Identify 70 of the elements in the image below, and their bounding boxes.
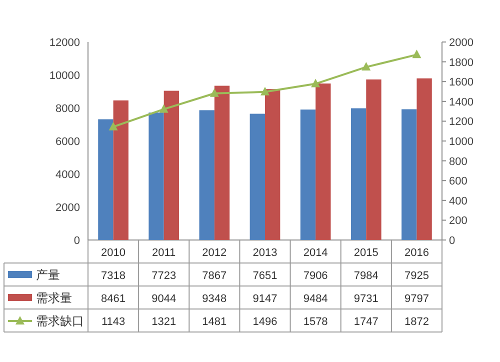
data-label: 7867 [202, 270, 227, 282]
data-label: 7925 [404, 270, 429, 282]
bar [113, 100, 128, 240]
y-tick-label: 0 [74, 235, 80, 247]
bar [300, 110, 316, 240]
data-label: 9484 [303, 293, 328, 305]
data-label: 9731 [354, 293, 378, 305]
bar [250, 114, 265, 240]
y2-tick-label: 0 [449, 235, 456, 247]
bar [416, 78, 432, 240]
y2-tick-label: 600 [449, 176, 468, 188]
data-label: 7318 [101, 270, 126, 282]
data-label: 7906 [303, 270, 328, 282]
y2-tick-label: 200 [449, 215, 468, 228]
y-tick-label: 8000 [56, 103, 80, 115]
bar [214, 86, 230, 240]
data-label: 7723 [152, 270, 176, 282]
data-label: 8461 [101, 293, 126, 305]
point [412, 50, 422, 58]
bar [265, 89, 280, 240]
y-tick-label: 12000 [49, 37, 80, 49]
data-label: 9044 [152, 293, 176, 305]
bar [350, 108, 366, 240]
legend-label: 需求量 [36, 291, 72, 305]
data-label: 1747 [354, 316, 378, 328]
y2-tick-label: 1000 [449, 136, 474, 148]
data-label: 1578 [303, 316, 328, 328]
point [159, 104, 168, 113]
data-label: 1481 [202, 316, 227, 328]
y2-tick-label: 2000 [449, 37, 474, 49]
x-tick-label: 2014 [303, 247, 328, 259]
bar [98, 119, 114, 240]
y-tick-label: 6000 [56, 136, 80, 148]
data-label: 1321 [152, 316, 176, 328]
legend-label: 需求缺口 [36, 314, 84, 328]
bar [164, 90, 180, 240]
data-label: 9348 [202, 293, 227, 305]
y2-tick-label: 800 [449, 156, 468, 168]
x-tick-label: 2010 [101, 247, 126, 259]
y-tick-label: 10000 [49, 70, 80, 82]
bar [316, 84, 331, 240]
y2-tick-label: 1800 [449, 56, 474, 69]
bar [148, 112, 164, 240]
y2-tick-label: 1200 [449, 116, 474, 128]
y2-tick-label: 1400 [449, 96, 474, 108]
data-label: 1872 [404, 316, 429, 328]
x-tick-label: 2012 [202, 247, 227, 259]
y2-tick-label: 1600 [449, 76, 474, 89]
y-tick-label: 2000 [56, 202, 80, 214]
data-label: 9797 [404, 293, 429, 305]
x-tick-label: 2016 [404, 247, 429, 259]
bar [366, 79, 382, 240]
y2-tick-label: 400 [449, 195, 468, 208]
point [362, 62, 371, 71]
point [210, 88, 219, 97]
bar [199, 110, 214, 240]
point [260, 86, 270, 96]
bar [402, 109, 417, 240]
point [108, 122, 118, 130]
x-tick-label: 2015 [354, 247, 378, 259]
data-label: 9147 [252, 293, 278, 305]
data-label: 1143 [101, 316, 126, 328]
data-label: 1496 [252, 316, 278, 328]
x-tick-label: 2011 [152, 247, 176, 259]
point [311, 78, 320, 88]
y-tick-label: 4000 [56, 169, 80, 181]
data-label: 7651 [252, 270, 278, 282]
legend-label: 产量 [36, 268, 60, 282]
x-tick-label: 2013 [252, 247, 278, 259]
data-label: 7984 [354, 270, 378, 282]
